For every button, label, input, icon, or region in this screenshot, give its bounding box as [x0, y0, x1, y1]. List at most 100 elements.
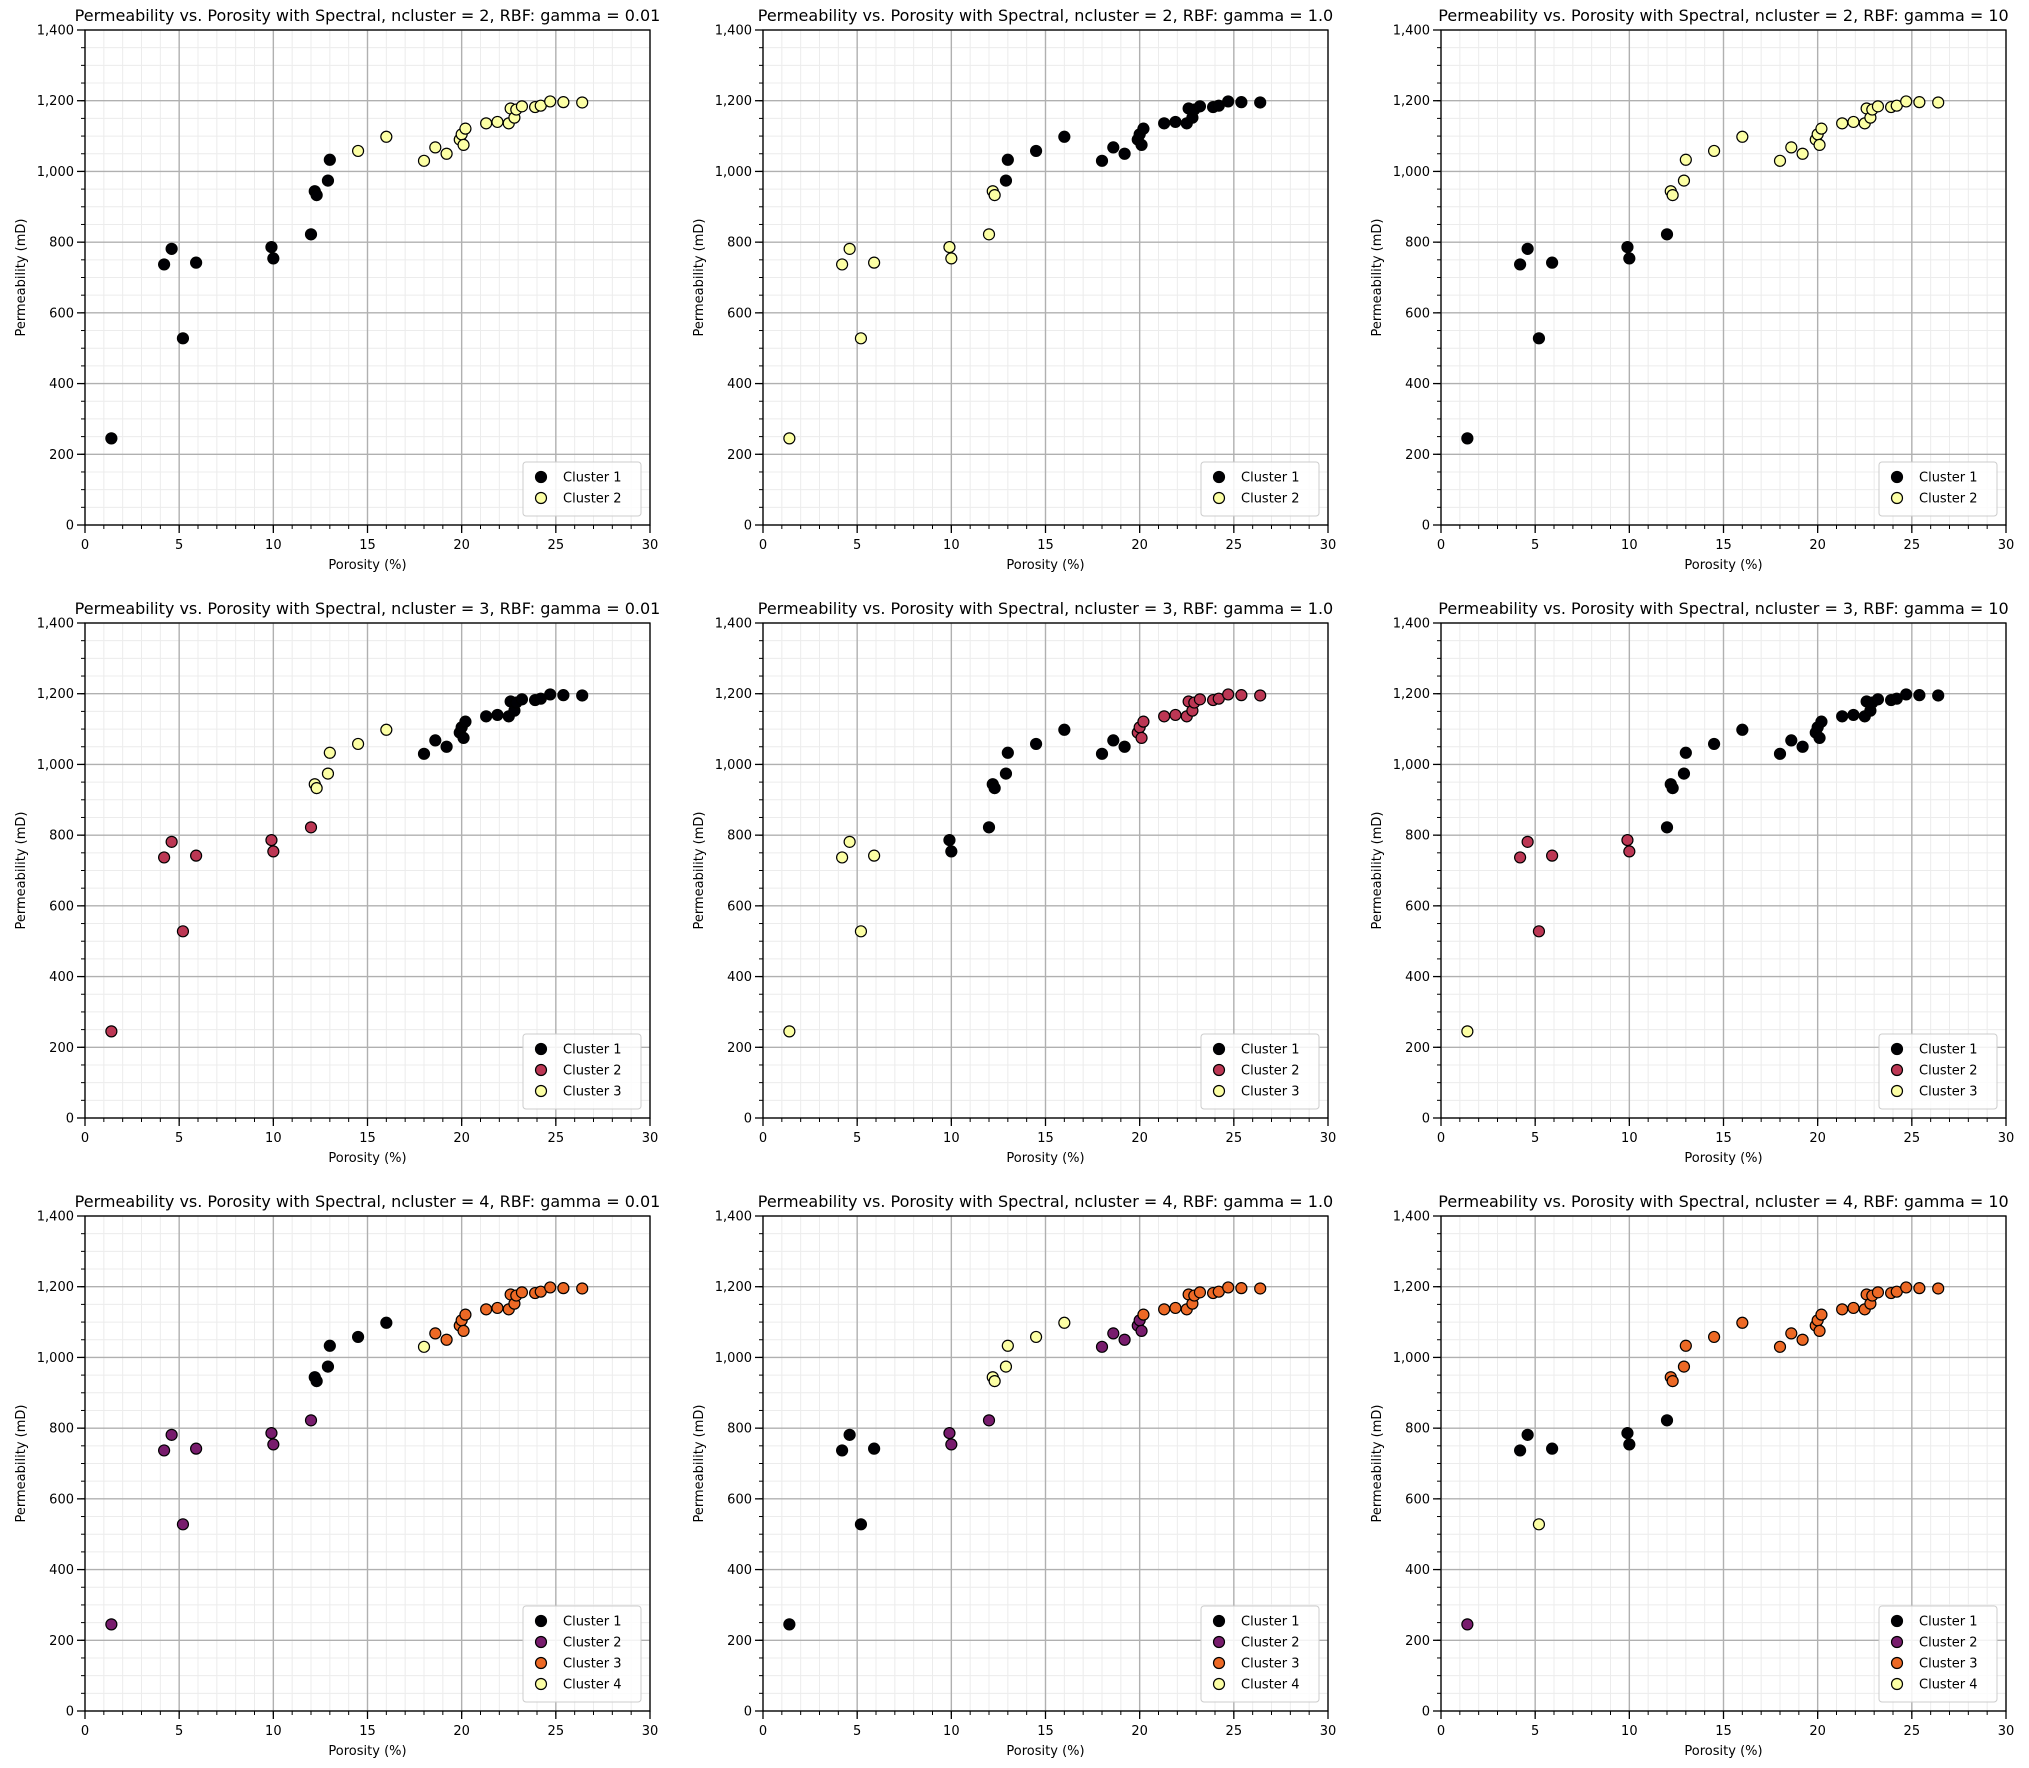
- x-tick-label: 25: [548, 1131, 565, 1146]
- x-tick-label: 0: [759, 538, 767, 553]
- data-point: [1193, 1286, 1207, 1299]
- data-point: [1773, 747, 1787, 760]
- y-tick-label: 0: [66, 519, 74, 534]
- data-point: [1001, 746, 1014, 759]
- x-tick-label: 20: [1131, 538, 1148, 553]
- legend-label: Cluster 2: [1241, 492, 1300, 507]
- data-point: [1118, 1333, 1131, 1346]
- data-point: [265, 240, 278, 254]
- x-tick-label: 5: [175, 538, 183, 553]
- y-axis-label: Permeability (mD): [14, 1405, 29, 1523]
- legend-marker: [1212, 1614, 1226, 1628]
- data-point: [429, 141, 442, 154]
- data-point: [165, 242, 178, 255]
- y-tick-label: 1,400: [37, 617, 74, 632]
- x-tick-label: 15: [359, 1131, 376, 1146]
- data-point: [1913, 96, 1926, 109]
- data-point: [1836, 1303, 1849, 1316]
- data-point: [459, 122, 472, 135]
- chart-panel-6: 0 5 10 15 20 25 30 0 200 400 600 800 1,000 1,200 1,400…: [1370, 599, 2014, 1166]
- data-point: [380, 130, 393, 143]
- y-tick-label: 1,200: [715, 687, 752, 702]
- data-point: [1222, 95, 1235, 108]
- data-point: [1813, 138, 1826, 152]
- y-tick-label: 0: [66, 1112, 74, 1127]
- data-point: [515, 693, 529, 706]
- y-tick-label: 0: [1422, 1112, 1430, 1127]
- data-point: [1107, 141, 1120, 154]
- data-point: [310, 1375, 323, 1388]
- data-point: [1001, 1339, 1014, 1352]
- x-tick-label: 10: [1621, 1131, 1638, 1146]
- x-axis-label: Porosity (%): [1684, 1151, 1762, 1166]
- data-point: [1932, 96, 1945, 109]
- data-point: [1660, 228, 1674, 241]
- data-point: [1521, 242, 1534, 255]
- data-point: [1521, 1428, 1534, 1441]
- data-point: [105, 1618, 118, 1631]
- y-tick-label: 200: [1405, 1041, 1430, 1056]
- data-point: [1623, 845, 1636, 858]
- legend-label: Cluster 1: [1919, 1615, 1978, 1630]
- data-point: [1461, 1025, 1474, 1038]
- data-point: [1095, 747, 1109, 760]
- x-tick-label: 20: [1809, 1131, 1826, 1146]
- y-axis-label: Permeability (mD): [692, 219, 707, 337]
- data-point: [165, 1428, 178, 1441]
- data-point: [982, 228, 996, 241]
- x-tick-label: 15: [1715, 538, 1732, 553]
- legend-label: Cluster 1: [1919, 471, 1978, 486]
- data-point: [945, 845, 958, 858]
- x-tick-label: 15: [1715, 1131, 1732, 1146]
- legend-label: Cluster 1: [1919, 1043, 1978, 1058]
- legend-box: [1200, 1033, 1320, 1110]
- data-point: [515, 100, 529, 113]
- y-tick-label: 400: [727, 1563, 752, 1578]
- data-point: [943, 833, 956, 847]
- chart-title: Permeability vs. Porosity with Spectral,…: [758, 599, 1333, 618]
- data-point: [835, 258, 849, 271]
- x-tick-label: 10: [943, 538, 960, 553]
- data-point: [1785, 141, 1798, 154]
- legend-marker: [1212, 491, 1226, 505]
- legend-label: Cluster 3: [1919, 1657, 1978, 1672]
- data-point: [1137, 715, 1150, 728]
- x-tick-label: 20: [453, 1131, 470, 1146]
- y-tick-label: 1,200: [37, 94, 74, 109]
- data-point: [576, 689, 589, 702]
- data-point: [440, 1333, 453, 1346]
- x-tick-label: 0: [81, 1131, 89, 1146]
- data-point: [1932, 1282, 1945, 1295]
- data-point: [267, 252, 280, 265]
- data-point: [190, 1442, 203, 1455]
- legend-marker: [1890, 1635, 1904, 1649]
- y-tick-label: 200: [1405, 448, 1430, 463]
- x-tick-label: 30: [1320, 538, 1337, 553]
- data-point: [440, 740, 453, 753]
- data-point: [1254, 1282, 1267, 1295]
- legend-marker: [1212, 1635, 1226, 1649]
- legend-label: Cluster 1: [563, 1043, 622, 1058]
- data-point: [1679, 1339, 1692, 1352]
- data-point: [1513, 1444, 1527, 1457]
- data-point: [1169, 115, 1182, 129]
- data-point: [1785, 734, 1798, 747]
- y-tick-label: 0: [744, 1112, 752, 1127]
- data-point: [321, 767, 335, 780]
- y-tick-label: 1,200: [37, 1280, 74, 1295]
- y-tick-label: 1,000: [37, 758, 74, 773]
- x-tick-label: 5: [1531, 1724, 1539, 1739]
- data-point: [429, 734, 442, 747]
- legend-marker: [1890, 1677, 1904, 1691]
- legend-label: Cluster 2: [1241, 1064, 1300, 1079]
- y-tick-label: 1,200: [37, 687, 74, 702]
- legend-box: [1200, 1605, 1320, 1703]
- data-point: [1461, 1618, 1474, 1631]
- data-point: [1118, 740, 1131, 753]
- data-point: [165, 835, 178, 848]
- data-point: [1222, 688, 1235, 701]
- data-point: [1785, 1327, 1798, 1340]
- data-point: [1623, 252, 1636, 265]
- y-axis-label: Permeability (mD): [692, 812, 707, 930]
